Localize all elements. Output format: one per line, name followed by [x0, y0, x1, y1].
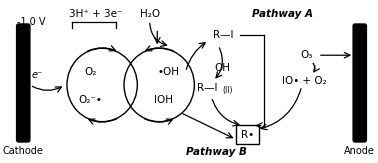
Text: -1.0 V: -1.0 V	[17, 16, 45, 27]
Text: IO• + O₂: IO• + O₂	[282, 76, 327, 86]
Text: Pathway B: Pathway B	[186, 147, 247, 157]
Text: R—I: R—I	[212, 30, 233, 40]
Text: OH: OH	[215, 63, 231, 73]
Text: R—I: R—I	[197, 83, 218, 93]
Text: Pathway A: Pathway A	[252, 9, 313, 19]
Text: Cathode: Cathode	[3, 146, 44, 156]
FancyBboxPatch shape	[353, 24, 366, 142]
Text: O₂: O₂	[85, 67, 97, 77]
Text: 3H⁺ + 3e⁻: 3H⁺ + 3e⁻	[69, 9, 122, 19]
Text: e⁻: e⁻	[32, 70, 43, 80]
Text: (II): (II)	[223, 86, 233, 95]
Text: •OH: •OH	[158, 67, 180, 77]
Text: IOH: IOH	[155, 95, 174, 105]
FancyBboxPatch shape	[236, 125, 259, 144]
Text: Anode: Anode	[344, 146, 375, 156]
FancyBboxPatch shape	[17, 24, 30, 142]
Text: H₂O: H₂O	[139, 9, 160, 19]
Text: R•: R•	[241, 130, 254, 140]
Text: O₃: O₃	[301, 50, 313, 60]
Text: O₂⁻•: O₂⁻•	[79, 95, 103, 105]
